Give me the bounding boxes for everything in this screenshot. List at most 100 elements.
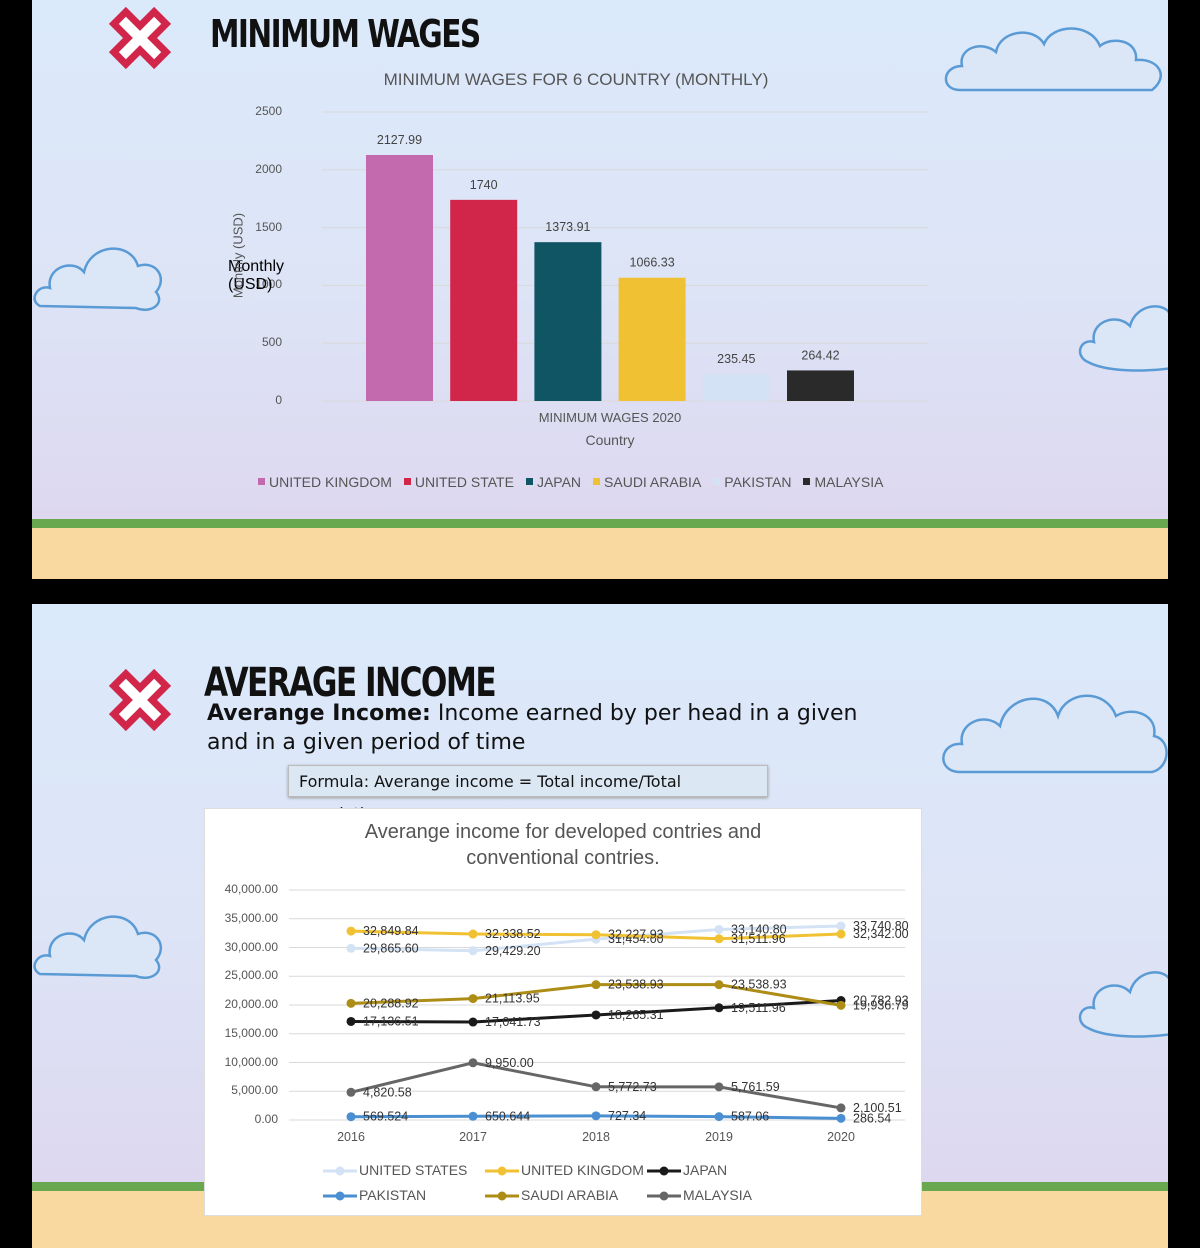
data-label: 1740 xyxy=(470,178,498,192)
x-tick-label: 2019 xyxy=(705,1130,733,1144)
data-point xyxy=(468,1017,478,1027)
y-tick-label: 20,000.00 xyxy=(224,997,278,1011)
data-point xyxy=(468,1111,478,1121)
legend-marker xyxy=(659,1191,669,1201)
data-label: 23,538.93 xyxy=(608,978,664,992)
legend-label: SAUDI ARABIA xyxy=(604,473,702,490)
definition-term: Averange Income: xyxy=(207,701,431,726)
data-label: 1066.33 xyxy=(630,256,675,270)
legend-item: JAPAN xyxy=(525,474,581,490)
data-point xyxy=(714,1082,724,1092)
data-label: 29,865.60 xyxy=(363,941,419,955)
data-label: 2,100.51 xyxy=(853,1101,902,1115)
x-tick-label: 2020 xyxy=(827,1130,855,1144)
data-label: 727.34 xyxy=(608,1109,646,1123)
data-point xyxy=(468,1058,478,1068)
line-chart: 2016 2017 2018 2019 2020 29,865.60 29,429.20 31… xyxy=(289,889,909,1201)
bar xyxy=(366,155,433,401)
data-point xyxy=(591,1082,601,1092)
x-tick-label: 2018 xyxy=(582,1130,610,1144)
y-tick-label: 0 xyxy=(275,393,282,407)
legend-swatch xyxy=(593,478,601,485)
bar xyxy=(534,242,602,401)
data-label: 264.42 xyxy=(801,348,839,362)
data-point xyxy=(468,929,478,939)
data-point xyxy=(714,1112,724,1122)
legend-marker xyxy=(497,1191,507,1201)
data-point xyxy=(714,1003,724,1013)
data-label: 19,936.79 xyxy=(853,998,909,1012)
data-point xyxy=(346,943,356,953)
data-label: 587.06 xyxy=(731,1110,769,1124)
page-heading: AVERAGE INCOME xyxy=(204,660,497,706)
data-label: 23,538.93 xyxy=(731,978,787,992)
legend-swatch xyxy=(713,478,721,485)
data-point xyxy=(346,926,356,936)
category-label: MINIMUM WAGES 2020 xyxy=(538,410,682,425)
data-label: 32,227.93 xyxy=(608,928,664,942)
y-tick-label: 15,000.00 xyxy=(224,1025,278,1040)
legend-label: UNITED KINGDOM xyxy=(269,473,392,490)
y-tick-label: 1500 xyxy=(255,219,282,234)
data-label: 21,113.95 xyxy=(485,992,540,1006)
x-tick-label: 2017 xyxy=(459,1130,487,1144)
legend-marker xyxy=(335,1191,345,1201)
data-label: 17,041.73 xyxy=(485,1015,541,1029)
y-tick-label: 0.00 xyxy=(254,1112,278,1126)
definition-line1: Income earned by per head in a given xyxy=(430,701,858,726)
legend-item: SAUDI ARABIA xyxy=(593,474,701,490)
data-point xyxy=(836,1103,846,1113)
cloud-icon xyxy=(33,247,163,311)
legend-marker xyxy=(659,1166,669,1176)
legend-swatch xyxy=(803,478,811,485)
data-point xyxy=(714,934,724,944)
y-tick-label: 40,000.00 xyxy=(224,882,278,896)
data-label: 235.45 xyxy=(717,352,755,366)
grass-strip xyxy=(32,519,1168,528)
data-label: 31,511.96 xyxy=(731,932,786,946)
y-tick-label: 5,000.00 xyxy=(231,1083,278,1098)
data-point xyxy=(836,921,846,931)
cloud-icon xyxy=(942,694,1168,774)
data-point xyxy=(591,930,601,940)
data-point xyxy=(714,980,724,990)
data-point xyxy=(346,1112,356,1122)
legend-marker xyxy=(497,1166,507,1176)
data-label: 9,950.00 xyxy=(485,1056,534,1070)
y-tick-label: 30,000.00 xyxy=(224,939,278,954)
definition-text: Averange Income: Income earned by per he… xyxy=(207,699,927,757)
data-point xyxy=(591,1111,601,1121)
cloud-icon xyxy=(1078,305,1168,372)
minimum-wages-slide: MINIMUM WAGES MINIMUM WAGES FOR 6 COUNTR… xyxy=(32,0,1168,579)
legend-label: PAKISTAN xyxy=(724,473,792,490)
y-tick-label: 1000 xyxy=(255,277,282,292)
data-point xyxy=(591,1010,601,1020)
legend-item: PAKISTAN xyxy=(713,474,791,490)
data-label: 20,782.93 xyxy=(853,993,909,1007)
line-chart-panel: Averange income for developed contries a… xyxy=(204,808,922,1216)
legend-swatch xyxy=(525,478,533,485)
legend-item: MALAYSIA xyxy=(803,474,883,490)
chart-legend: UNITED KINGDOM UNITED STATE JAPAN SAUDI ARA… xyxy=(258,472,958,492)
data-point xyxy=(836,929,846,939)
y-tick-label: 2000 xyxy=(255,161,282,176)
data-point xyxy=(591,980,601,990)
legend-item: UNITED STATE xyxy=(403,474,514,490)
legend-swatch xyxy=(258,478,265,485)
legend-swatch xyxy=(403,478,411,485)
data-point xyxy=(836,1113,846,1123)
data-point xyxy=(346,1087,356,1097)
y-tick-label: 25,000.00 xyxy=(224,968,278,983)
data-label: 5,772.73 xyxy=(608,1080,657,1094)
chart-title: MINIMUM WAGES FOR 6 COUNTRY (MONTHLY) xyxy=(383,70,769,89)
data-label: 29,429.20 xyxy=(485,944,541,958)
legend-marker xyxy=(335,1166,345,1176)
legend-item: UNITED KINGDOM xyxy=(258,474,392,490)
cloud-icon xyxy=(944,27,1162,92)
formula-box: Formula: Averange income = Total income/… xyxy=(288,765,768,823)
data-label: 20,288.92 xyxy=(363,996,419,1010)
data-label: 650.644 xyxy=(485,1109,530,1123)
x-tick-label: 2016 xyxy=(337,1130,365,1144)
y-tick-label: 500 xyxy=(261,335,282,350)
chart-title-line2: conventional contries. xyxy=(466,847,660,869)
